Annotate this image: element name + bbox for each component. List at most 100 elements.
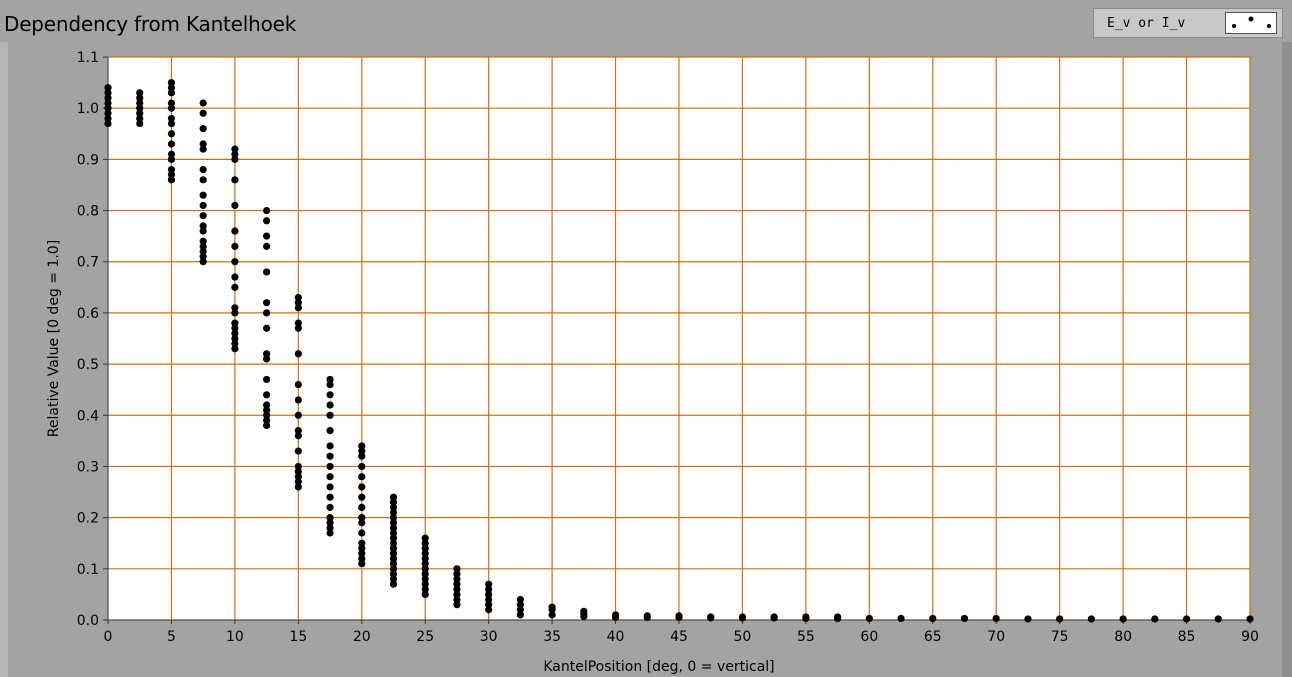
data-point bbox=[263, 324, 271, 332]
legend-marker-swatch[interactable] bbox=[1225, 12, 1277, 34]
x-tick-label: 65 bbox=[924, 629, 942, 645]
data-point bbox=[263, 299, 271, 307]
data-point bbox=[485, 580, 493, 588]
data-point bbox=[136, 119, 144, 128]
data-point bbox=[358, 447, 366, 455]
y-axis-ticks: 0.0 0.1 0.2 0.3 0.4 0.5 0.6 0.7 0.8 0.9 1.0 1.1 bbox=[77, 50, 108, 629]
data-point bbox=[421, 539, 429, 547]
data-point bbox=[136, 104, 144, 112]
data-point bbox=[263, 242, 271, 250]
data-point bbox=[231, 319, 239, 327]
data-point bbox=[358, 473, 366, 481]
data-point bbox=[421, 590, 429, 599]
data-point bbox=[231, 227, 239, 235]
data-point bbox=[199, 212, 207, 220]
data-point bbox=[326, 401, 334, 409]
data-point bbox=[1246, 615, 1254, 623]
data-point bbox=[231, 242, 239, 250]
data-point bbox=[358, 514, 366, 522]
data-point bbox=[516, 606, 524, 614]
data-point bbox=[389, 570, 398, 578]
plot-legend[interactable]: E_v or I_v bbox=[1093, 8, 1283, 38]
data-point bbox=[199, 258, 207, 266]
data-point bbox=[199, 237, 207, 245]
data-point bbox=[453, 590, 461, 599]
x-tick-label: 70 bbox=[987, 629, 1005, 645]
data-point bbox=[294, 411, 302, 419]
data-point bbox=[358, 483, 366, 491]
data-point bbox=[263, 411, 271, 419]
data-point bbox=[643, 612, 651, 620]
data-point bbox=[199, 166, 207, 174]
data-point bbox=[421, 544, 429, 552]
data-point bbox=[326, 529, 334, 537]
data-point bbox=[231, 145, 239, 153]
data-point bbox=[294, 462, 302, 471]
data-point bbox=[358, 493, 366, 501]
data-point bbox=[231, 334, 239, 343]
data-point bbox=[326, 442, 334, 450]
data-point bbox=[326, 375, 334, 384]
data-point bbox=[358, 554, 366, 563]
data-point bbox=[231, 201, 239, 210]
data-point bbox=[231, 324, 239, 332]
panel-scrollbar-edge[interactable] bbox=[1282, 42, 1292, 677]
data-point bbox=[1214, 615, 1222, 623]
data-point bbox=[389, 549, 398, 558]
data-point bbox=[421, 534, 429, 542]
data-point bbox=[136, 109, 144, 117]
data-point bbox=[231, 150, 239, 158]
data-point bbox=[104, 104, 112, 112]
data-point bbox=[167, 119, 176, 128]
x-tick-label: 75 bbox=[1051, 629, 1069, 645]
data-point bbox=[231, 309, 239, 317]
data-point bbox=[516, 611, 524, 619]
x-tick-label: 20 bbox=[353, 629, 371, 645]
data-point bbox=[294, 478, 302, 486]
x-tick-label: 35 bbox=[543, 629, 561, 645]
data-point bbox=[453, 580, 461, 588]
x-tick-label: 50 bbox=[734, 629, 752, 645]
data-point bbox=[167, 114, 176, 123]
data-point bbox=[231, 304, 239, 312]
x-tick-label: 0 bbox=[104, 629, 113, 645]
data-point bbox=[167, 89, 176, 97]
x-tick-label: 10 bbox=[226, 629, 244, 645]
data-point bbox=[485, 601, 493, 609]
data-point bbox=[294, 350, 302, 358]
data-point bbox=[104, 119, 112, 128]
data-point bbox=[326, 380, 334, 389]
y-tick-label: 0.3 bbox=[77, 459, 99, 475]
data-point bbox=[992, 614, 1000, 623]
data-point bbox=[294, 427, 302, 435]
data-point bbox=[294, 473, 302, 481]
x-tick-label: 90 bbox=[1241, 629, 1259, 645]
data-point bbox=[421, 565, 429, 573]
data-point bbox=[326, 524, 334, 532]
legend-series-label: E_v or I_v bbox=[1107, 16, 1186, 31]
data-point bbox=[136, 94, 144, 102]
data-point bbox=[294, 380, 302, 389]
data-point bbox=[104, 89, 112, 97]
data-point bbox=[167, 176, 176, 184]
data-point bbox=[421, 549, 429, 558]
x-tick-label: 25 bbox=[416, 629, 434, 645]
data-point bbox=[136, 99, 144, 107]
data-point bbox=[167, 84, 176, 92]
data-point bbox=[389, 554, 398, 563]
y-tick-label: 0.6 bbox=[77, 306, 99, 322]
data-point bbox=[453, 575, 461, 583]
data-point bbox=[326, 503, 334, 511]
data-point bbox=[1151, 615, 1159, 623]
data-point bbox=[389, 524, 398, 532]
x-tick-label: 5 bbox=[167, 629, 176, 645]
data-point bbox=[199, 222, 207, 230]
data-point bbox=[485, 585, 493, 593]
x-tick-label: 15 bbox=[289, 629, 307, 645]
data-point bbox=[294, 299, 302, 307]
x-axis-ticks: 0 5 10 15 20 25 30 35 40 45 50 55 60 65 70 75 80 85 90 bbox=[104, 620, 1259, 645]
panel-left-edge bbox=[0, 42, 8, 677]
x-tick-label: 30 bbox=[480, 629, 498, 645]
data-point bbox=[231, 273, 239, 281]
data-point bbox=[326, 519, 334, 527]
